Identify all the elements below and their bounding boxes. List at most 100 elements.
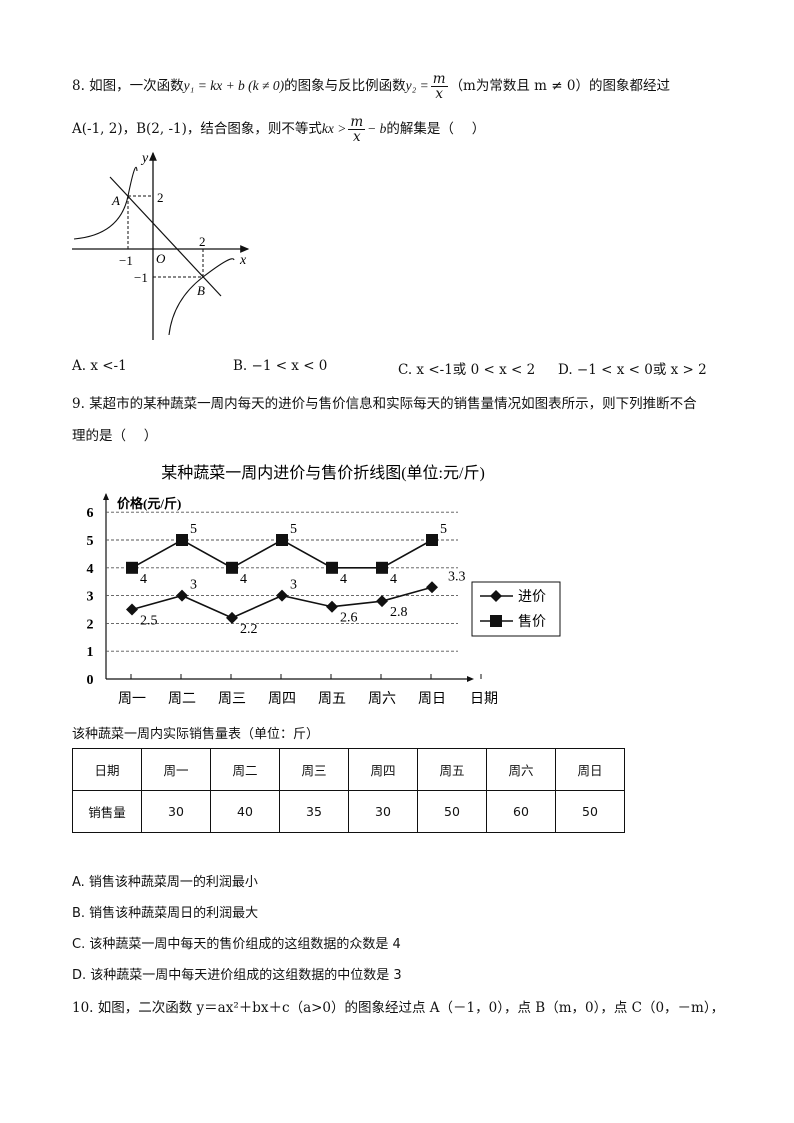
q8-option-b[interactable]: B. −1 < x < 0	[233, 358, 328, 374]
y-label: y	[140, 151, 149, 166]
table-cell: 50	[555, 790, 625, 833]
x-tick-label: 周日	[418, 692, 446, 707]
q9-option-b[interactable]: B. 销售该种蔬菜周日的利润最大	[72, 906, 259, 921]
data-label: 2.2	[240, 622, 258, 637]
data-point	[426, 581, 438, 594]
diamond-marker-icon	[490, 590, 502, 602]
q9-option-a[interactable]: A. 销售该种蔬菜周一的利润最小	[72, 875, 258, 890]
data-label: 2.8	[390, 605, 408, 620]
q9-stem-line1: 9. 某超市的某种蔬菜一周内每天的进价与售价信息和实际每天的销售量情况如图表所示…	[72, 396, 697, 412]
q8-function-graph: y x O A B 2 −1 2 −1	[72, 151, 250, 340]
text: 的图象与反比例函数	[284, 78, 406, 94]
table-cell: 60	[486, 790, 556, 833]
text: （m为常数且 m ≠ 0）的图象都经过	[449, 78, 670, 94]
data-label: 5	[290, 522, 297, 537]
data-point	[176, 589, 188, 602]
data-point	[176, 534, 188, 546]
data-point	[226, 561, 238, 574]
x-tick-label: 周四	[268, 692, 296, 707]
sales-table: 日期 周一 周二 周三 周四 周五 周六 周日 销售量 30 40 35 30 50 60 50	[72, 748, 625, 833]
y-axis-label: 价格(元/斤)	[117, 496, 181, 511]
legend-label: 进价	[518, 589, 546, 605]
text: 的解集是（ ）	[386, 121, 486, 137]
text: A(-1, 2)，B(2, -1)，结合图象，则不等式	[72, 121, 322, 137]
table-row: 销售量 30 40 35 30 50 60 50	[72, 790, 625, 833]
data-point	[326, 561, 338, 574]
math: − b	[367, 121, 387, 136]
point-a-label: A	[111, 193, 120, 208]
x-tick-label: 周一	[118, 692, 146, 707]
q8-option-c[interactable]: C. x <-1或 0 < x < 2	[398, 362, 536, 378]
table-cell: 周三	[279, 748, 349, 791]
data-point	[376, 595, 388, 608]
guide-lines	[127, 195, 204, 278]
data-label: 5	[190, 522, 197, 537]
legend-item-sale: 售价	[480, 614, 546, 630]
table-cell: 周一	[141, 748, 211, 791]
numerator: m	[430, 71, 448, 87]
y-axis-arrow-icon	[103, 493, 109, 500]
data-label: 4	[340, 572, 347, 587]
table-cell: 日期	[72, 748, 142, 791]
math: y₂ =	[405, 78, 429, 93]
data-point	[226, 611, 238, 624]
table-cell: 销售量	[72, 790, 142, 833]
denominator: x	[352, 129, 361, 145]
tick-y-2: 2	[157, 190, 164, 205]
data-point	[276, 589, 288, 602]
y-tick-label: 2	[87, 617, 94, 632]
y-tick-label: 0	[87, 673, 94, 688]
legend-box	[471, 581, 561, 637]
data-label: 3.3	[448, 569, 466, 584]
data-label: 3	[190, 578, 197, 593]
data-point	[126, 561, 138, 574]
x-tick-label: 周三	[218, 692, 246, 707]
q8-stem-line2: A(-1, 2)，B(2, -1)，结合图象，则不等式kx > m x − b的解集是…	[72, 115, 485, 144]
text: 8. 如图，一次函数	[72, 78, 184, 94]
x-label: x	[239, 253, 247, 268]
legend-label: 售价	[518, 614, 546, 630]
q8-option-a[interactable]: A. x <-1	[72, 358, 127, 374]
data-label: 5	[440, 522, 447, 537]
origin-label: O	[156, 251, 166, 266]
y-tick-label: 3	[87, 590, 94, 605]
table-cell: 30	[141, 790, 211, 833]
q8-stem-line1: 8. 如图，一次函数y₁ = kx + b (k ≠ 0)的图象与反比例函数y₂…	[72, 72, 670, 101]
square-marker-icon	[490, 615, 502, 627]
data-point	[426, 534, 438, 546]
q8-option-d[interactable]: D. −1 < x < 0或 x > 2	[558, 362, 707, 378]
data-point	[376, 561, 388, 574]
x-tick-label: 周二	[168, 692, 196, 707]
data-label: 4	[390, 572, 397, 587]
math: kx >	[321, 121, 347, 136]
math: y₁ = kx + b (k ≠ 0)	[183, 78, 285, 93]
table-cell: 周二	[210, 748, 280, 791]
q9-option-c[interactable]: C. 该种蔬菜一周中每天的售价组成的这组数据的众数是 4	[72, 937, 401, 952]
data-label: 2.5	[140, 614, 158, 629]
tick-x-2: 2	[199, 234, 206, 249]
data-label: 4	[140, 572, 147, 587]
table-cell: 周五	[417, 748, 487, 791]
y-tick-label: 4	[87, 562, 94, 577]
table-cell: 50	[417, 790, 487, 833]
numerator: m	[348, 114, 366, 130]
x-axis-arrow-icon	[467, 676, 474, 682]
q10-stem: 10. 如图，二次函数 y＝ax²＋bx＋c（a>0）的图象经过点 A（－1，0…	[72, 1000, 725, 1016]
legend-item-purchase: 进价	[480, 589, 546, 605]
x-axis-label: 日期	[470, 691, 498, 707]
q9-option-d[interactable]: D. 该种蔬菜一周中每天进价组成的这组数据的中位数是 3	[72, 968, 402, 983]
table-caption: 该种蔬菜一周内实际销售量表（单位：斤）	[72, 727, 320, 742]
table-cell: 周四	[348, 748, 418, 791]
x-tick-label: 周五	[318, 692, 346, 707]
q9-stem-line2: 理的是（ ）	[72, 428, 158, 444]
y-tick-label: 5	[87, 534, 94, 549]
x-tick-label: 周六	[368, 691, 396, 707]
data-label: 3	[290, 578, 297, 593]
y-tick-label: 6	[87, 506, 94, 521]
data-label: 2.6	[340, 611, 358, 626]
table-cell: 35	[279, 790, 349, 833]
table-cell: 周日	[555, 748, 625, 791]
hyperbola-branch-right	[168, 258, 235, 336]
